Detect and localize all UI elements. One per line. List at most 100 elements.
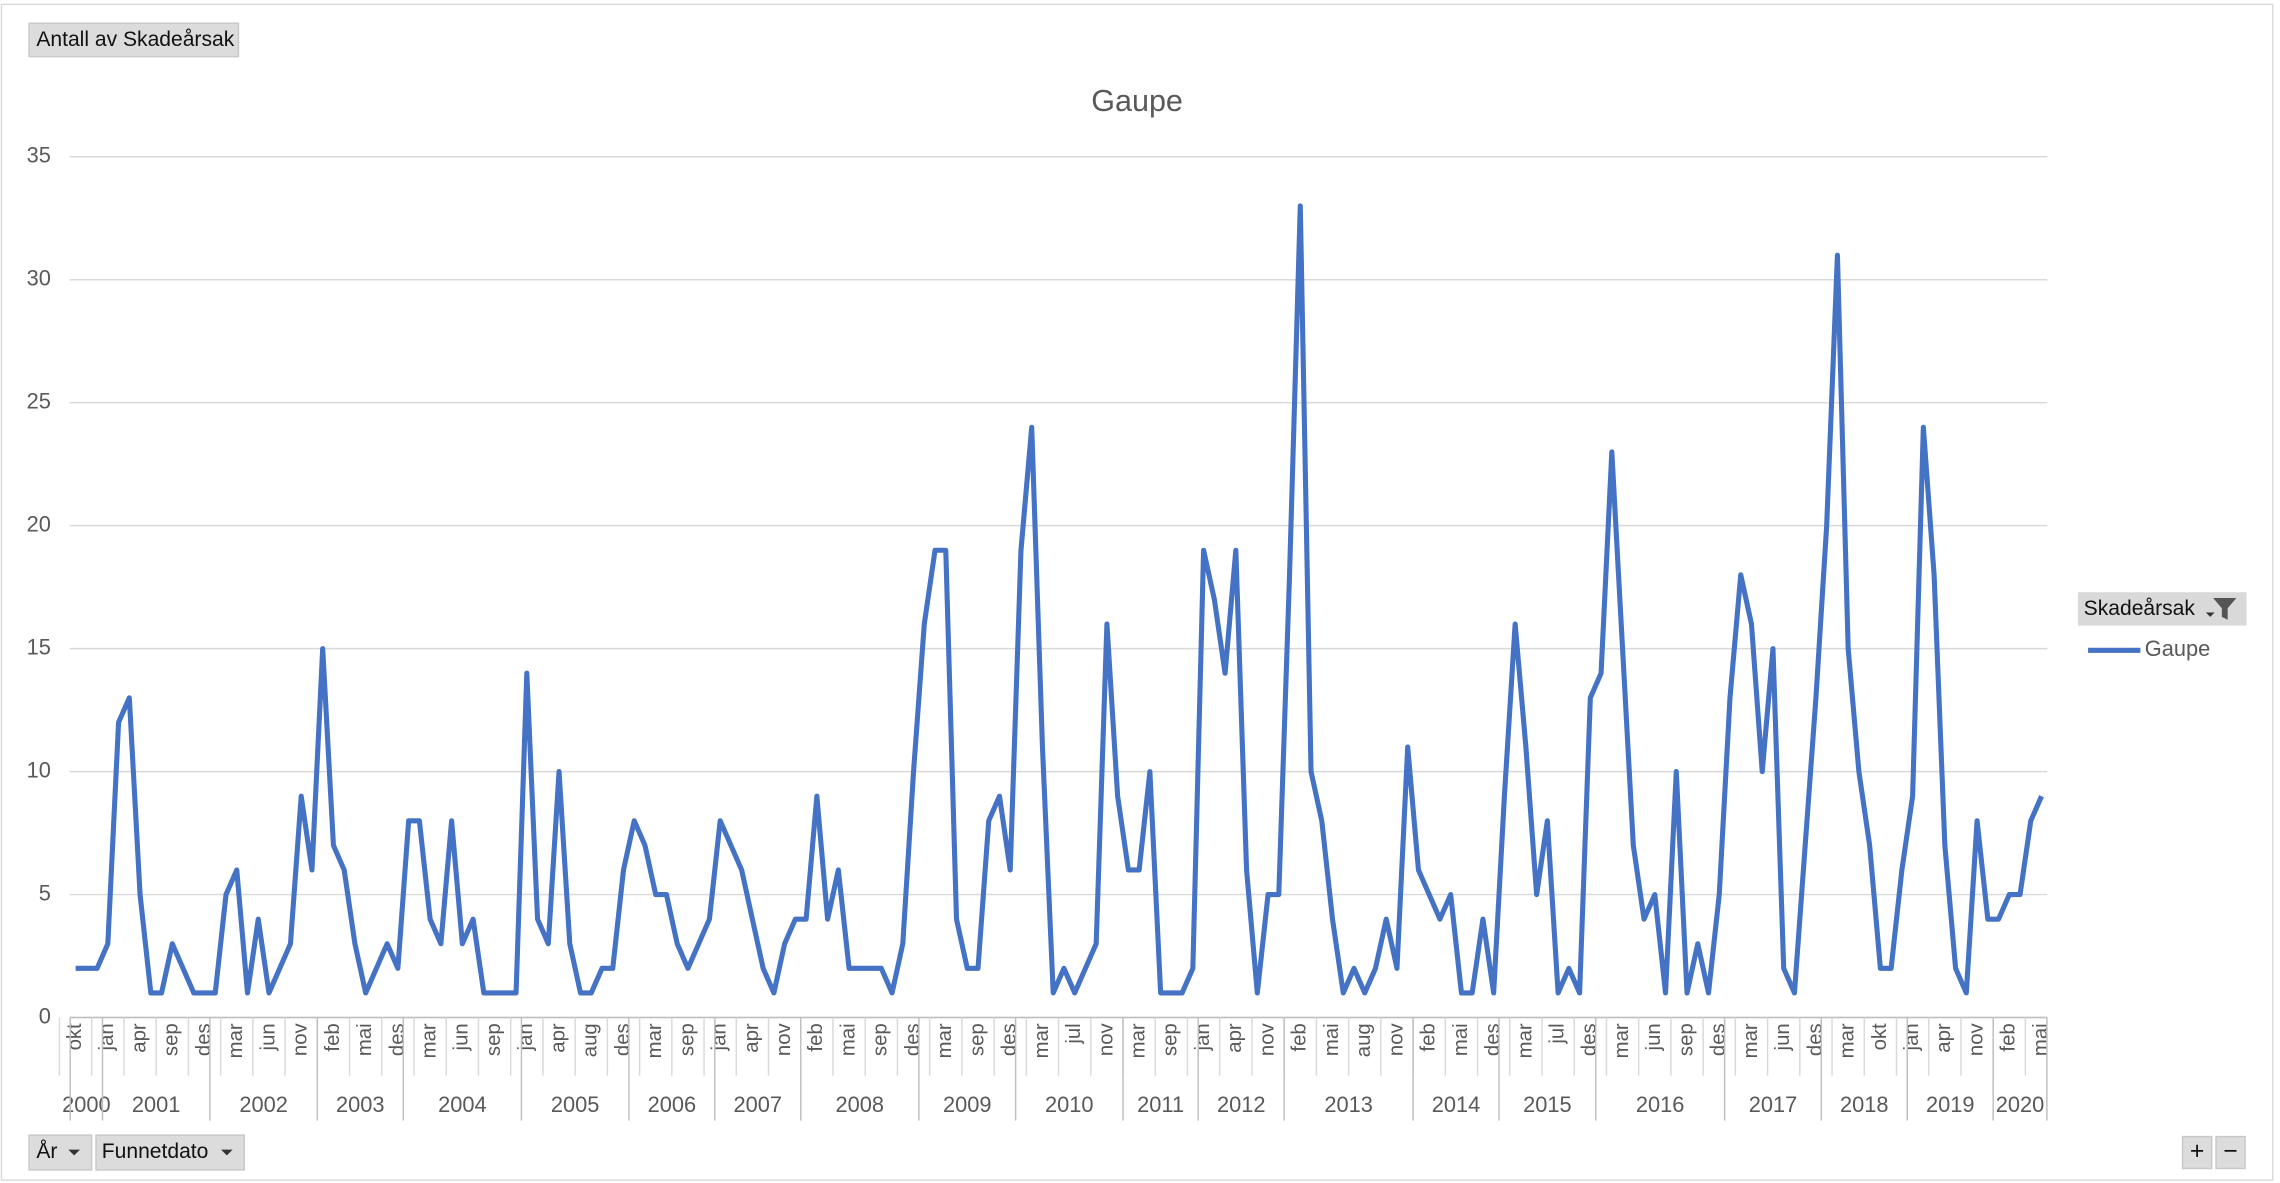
x-tick-label: des xyxy=(1482,1023,1504,1056)
year-label: 2004 xyxy=(438,1092,487,1117)
x-tick-label: mar xyxy=(1740,1023,1762,1058)
x-tick-label: des xyxy=(386,1023,408,1056)
collapse-label: − xyxy=(2223,1138,2237,1165)
filter-icon[interactable] xyxy=(2213,598,2237,620)
legend-title: Skadeårsak xyxy=(2084,597,2196,620)
x-tick-label: mai xyxy=(1450,1023,1472,1056)
x-tick-label: nov xyxy=(1385,1023,1407,1057)
x-tick-label: des xyxy=(612,1023,634,1056)
x-tick-label: okt xyxy=(1869,1023,1891,1050)
x-tick-label: mai xyxy=(837,1023,859,1056)
x-tick-label: aug xyxy=(580,1023,602,1057)
x-tick-label: des xyxy=(193,1023,215,1056)
x-tick-label: feb xyxy=(805,1023,827,1051)
x-tick-label: nov xyxy=(1256,1023,1278,1057)
year-label: 2020 xyxy=(1996,1092,2045,1117)
x-tick-label: apr xyxy=(128,1023,150,1053)
x-tick-label: jun xyxy=(451,1023,473,1051)
legend-field-button[interactable] xyxy=(2077,592,2247,626)
x-tick-label: mar xyxy=(1611,1023,1633,1058)
x-tick-label: sep xyxy=(676,1023,698,1056)
axis-field-button[interactable] xyxy=(28,1134,93,1171)
year-label: 2016 xyxy=(1636,1092,1685,1117)
year-label: 2014 xyxy=(1432,1092,1481,1117)
year-label: 2008 xyxy=(836,1092,885,1117)
x-tick-label: des xyxy=(1804,1023,1826,1056)
year-label: 2005 xyxy=(551,1092,600,1117)
y-tick-label: 35 xyxy=(27,143,51,168)
year-label: 2001 xyxy=(132,1092,181,1117)
x-tick-label: jun xyxy=(1643,1023,1665,1051)
year-label: 2018 xyxy=(1840,1092,1889,1117)
x-tick-label: mai xyxy=(354,1023,376,1056)
expand-button[interactable] xyxy=(2181,1135,2213,1170)
x-tick-label: feb xyxy=(1289,1023,1311,1051)
x-tick-label: jan xyxy=(709,1023,731,1051)
y-tick-label: 20 xyxy=(27,511,51,536)
x-tick-label: nov xyxy=(773,1023,795,1057)
axis-field-label: År xyxy=(36,1140,57,1163)
year-label: 2013 xyxy=(1324,1092,1373,1117)
dropdown-arrow[interactable] xyxy=(221,1149,233,1156)
x-tick-label: mar xyxy=(934,1023,956,1058)
x-tick-label: mar xyxy=(1514,1023,1536,1058)
year-label: 2010 xyxy=(1045,1092,1094,1117)
x-tick-label: apr xyxy=(741,1023,763,1053)
x-tick-label: mar xyxy=(225,1023,247,1058)
x-tick-label: sep xyxy=(161,1023,183,1056)
year-label: 2015 xyxy=(1523,1092,1572,1117)
y-tick-label: 0 xyxy=(39,1003,51,1028)
x-tick-label: jan xyxy=(515,1023,537,1051)
x-tick-label: des xyxy=(1579,1023,1601,1056)
collapse-button[interactable] xyxy=(2215,1135,2246,1170)
x-tick-label: nov xyxy=(1965,1023,1987,1057)
value-field-button[interactable] xyxy=(28,22,240,58)
x-tick-label: mar xyxy=(1128,1023,1150,1058)
x-tick-label: mar xyxy=(1031,1023,1053,1058)
x-tick-label: des xyxy=(1708,1023,1730,1056)
x-tick-label: sep xyxy=(1675,1023,1697,1056)
x-tick-label: jul xyxy=(1546,1023,1568,1044)
x-tick-label: okt xyxy=(64,1023,86,1050)
chart-border xyxy=(0,3,2274,1181)
y-tick-label: 5 xyxy=(39,880,51,905)
x-tick-label: mar xyxy=(418,1023,440,1058)
year-label: 2006 xyxy=(648,1092,697,1117)
x-tick-label: feb xyxy=(1418,1023,1440,1051)
x-tick-label: mar xyxy=(1837,1023,1859,1058)
x-tick-label: jun xyxy=(1772,1023,1794,1051)
x-tick-label: des xyxy=(902,1023,924,1056)
dropdown-arrow[interactable] xyxy=(2205,612,2215,617)
x-tick-label: sep xyxy=(870,1023,892,1056)
expand-label: + xyxy=(2190,1138,2204,1165)
x-tick-label: mar xyxy=(644,1023,666,1058)
x-tick-label: feb xyxy=(1998,1023,2020,1051)
year-label: 2011 xyxy=(1137,1092,1184,1117)
x-tick-label: feb xyxy=(322,1023,344,1051)
legend-label: Gaupe xyxy=(2145,636,2210,661)
dropdown-arrow[interactable] xyxy=(68,1149,80,1156)
year-label: 2012 xyxy=(1217,1092,1266,1117)
y-tick-label: 10 xyxy=(27,757,51,782)
x-tick-label: apr xyxy=(1933,1023,1955,1053)
x-tick-label: jan xyxy=(1192,1023,1214,1051)
x-tick-label: des xyxy=(999,1023,1021,1056)
x-tick-label: jun xyxy=(257,1023,279,1051)
year-label: 2000 xyxy=(62,1092,111,1117)
value-field-label: Antall av Skadeårsak xyxy=(36,28,234,51)
x-tick-label: sep xyxy=(1160,1023,1182,1056)
x-tick-label: mai xyxy=(1321,1023,1343,1056)
year-label: 2009 xyxy=(943,1092,992,1117)
year-label: 2002 xyxy=(239,1092,288,1117)
year-label: 2003 xyxy=(336,1092,385,1117)
x-tick-label: aug xyxy=(1353,1023,1375,1057)
x-tick-label: nov xyxy=(290,1023,312,1057)
axis-field-button[interactable] xyxy=(95,1134,246,1171)
data-line xyxy=(75,203,2044,996)
x-tick-label: jul xyxy=(1063,1023,1085,1044)
y-tick-label: 25 xyxy=(27,388,51,413)
x-tick-label: apr xyxy=(1224,1023,1246,1053)
x-tick-label: sep xyxy=(966,1023,988,1056)
